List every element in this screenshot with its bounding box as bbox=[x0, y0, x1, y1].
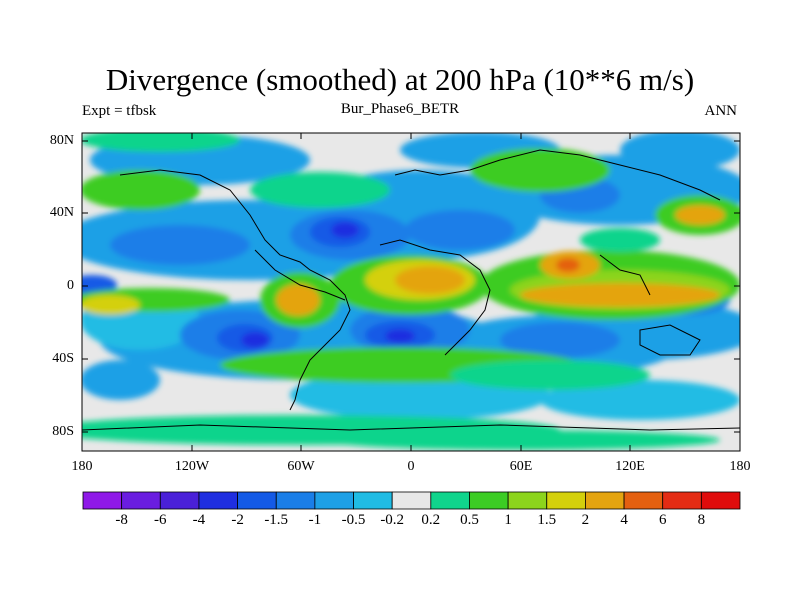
colorbar-swatch bbox=[507, 491, 548, 510]
colorbar-label: -8 bbox=[115, 512, 128, 528]
colorbar-label: -1 bbox=[308, 512, 322, 528]
colorbar bbox=[82, 491, 741, 510]
colorbar-label: 4 bbox=[620, 512, 628, 528]
colorbar-swatch bbox=[159, 491, 200, 510]
lon-label-0: 0 bbox=[407, 459, 415, 474]
colorbar-swatch bbox=[623, 491, 664, 510]
lon-ticks bbox=[81, 133, 741, 451]
lat-label-80n: 80N bbox=[49, 133, 74, 148]
colorbar-swatch bbox=[546, 491, 586, 510]
colorbar-label: 6 bbox=[658, 512, 667, 528]
colorbar-swatch bbox=[275, 491, 316, 510]
colorbar-swatch bbox=[82, 491, 123, 510]
lon-label-120e: 120E bbox=[615, 459, 645, 474]
lon-label-60e: 60E bbox=[509, 459, 533, 474]
colorbar-label: -4 bbox=[192, 512, 206, 528]
coastlines bbox=[82, 149, 740, 431]
case-name-label: Bur_Phase6_BETR bbox=[340, 101, 460, 117]
colorbar-label: 1 bbox=[504, 512, 512, 528]
colorbar-swatch bbox=[121, 491, 161, 510]
lat-ticks bbox=[82, 140, 740, 433]
colorbar-swatch bbox=[585, 491, 625, 510]
experiment-label: Expt = tfbsk bbox=[82, 103, 157, 119]
colorbar-label: -6 bbox=[154, 512, 167, 528]
season-label: ANN bbox=[704, 103, 738, 119]
colorbar-swatch bbox=[469, 491, 509, 510]
lon-label-120w: 120W bbox=[174, 459, 210, 474]
colorbar-label: 0.5 bbox=[460, 512, 479, 528]
lat-label-80s: 80S bbox=[52, 424, 74, 439]
lat-label-40s: 40S bbox=[52, 351, 74, 366]
colorbar-label: -0.5 bbox=[341, 512, 366, 528]
lon-label-60w: 60W bbox=[287, 459, 315, 474]
colorbar-swatch bbox=[700, 491, 741, 510]
colorbar-swatch bbox=[237, 491, 277, 510]
colorbar-swatch bbox=[314, 491, 354, 510]
plot-title: Divergence (smoothed) at 200 hPa (10**6 … bbox=[105, 62, 695, 97]
colorbar-swatch bbox=[353, 491, 393, 510]
colorbar-swatch bbox=[662, 491, 702, 510]
lat-label-0: 0 bbox=[67, 278, 74, 293]
colorbar-label: 1.5 bbox=[537, 512, 557, 528]
colorbar-label: -1.5 bbox=[264, 512, 289, 528]
lat-label-40n: 40N bbox=[49, 205, 74, 220]
colorbar-label: 8 bbox=[697, 512, 706, 528]
lon-label-180e: 180 bbox=[729, 459, 751, 474]
colorbar-label: -0.2 bbox=[380, 512, 405, 528]
colorbar-label: 0.2 bbox=[421, 512, 441, 528]
colorbar-label: -2 bbox=[231, 512, 244, 528]
colorbar-label: 2 bbox=[581, 512, 590, 528]
colorbar-swatch bbox=[430, 491, 470, 510]
lon-label-180w: 180 bbox=[71, 459, 93, 474]
divergence-field bbox=[82, 133, 740, 451]
colorbar-swatch bbox=[391, 491, 432, 510]
colorbar-swatch bbox=[198, 491, 238, 510]
